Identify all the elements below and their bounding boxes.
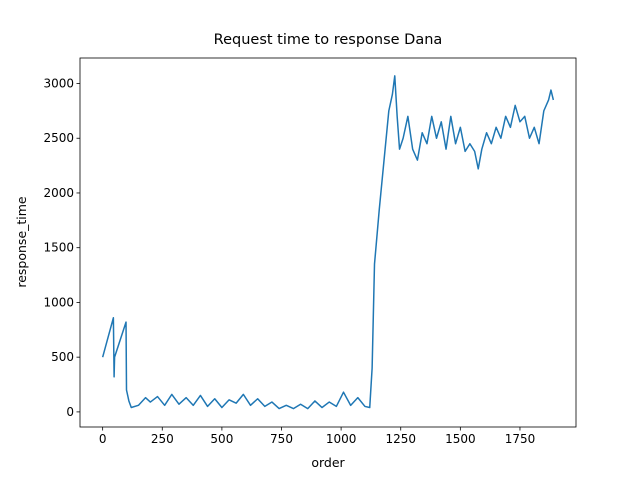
y-tick-label: 3000 <box>43 77 74 91</box>
y-tick-label: 1500 <box>43 241 74 255</box>
x-tick-label: 1750 <box>505 432 536 446</box>
y-tick-label: 2500 <box>43 131 74 145</box>
x-tick-label: 1000 <box>326 432 357 446</box>
y-tick-label: 2000 <box>43 186 74 200</box>
x-tick-label: 500 <box>210 432 233 446</box>
y-tick-label: 0 <box>66 405 74 419</box>
chart-title: Request time to response Dana <box>214 32 443 48</box>
x-tick-label: 1500 <box>445 432 476 446</box>
y-tick-label: 500 <box>51 350 74 364</box>
y-tick-label: 1000 <box>43 295 74 309</box>
x-tick-label: 750 <box>270 432 293 446</box>
x-tick-label: 250 <box>151 432 174 446</box>
x-tick-label: 0 <box>99 432 107 446</box>
plot-frame <box>79 57 577 428</box>
y-axis-label: response_time <box>14 196 29 288</box>
x-tick-label: 1250 <box>385 432 416 446</box>
x-axis-label: order <box>311 455 345 470</box>
data-line <box>101 75 555 410</box>
